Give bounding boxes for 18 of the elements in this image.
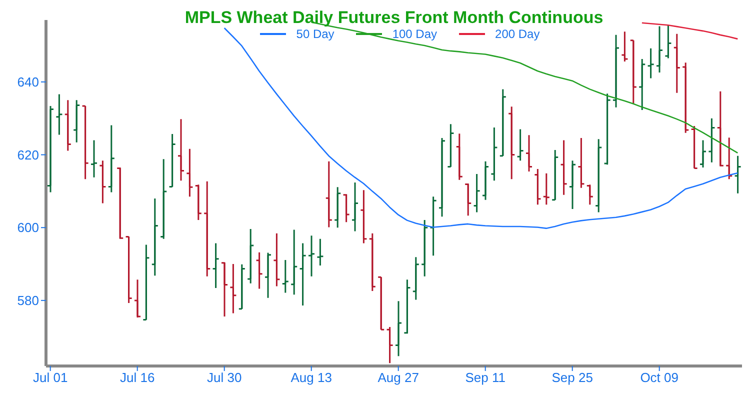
x-tick-label: Jul 16 [120, 370, 155, 386]
legend-label: 50 Day [296, 27, 334, 41]
x-tick-label: Aug 13 [290, 370, 332, 386]
legend-label: 100 Day [392, 27, 438, 41]
y-tick-label: 640 [17, 74, 39, 90]
x-tick-label: Aug 27 [378, 370, 419, 386]
x-tick-label: Oct 09 [640, 370, 678, 386]
y-tick-label: 580 [17, 293, 39, 308]
line-series [641, 22, 738, 40]
chart-title: MPLS Wheat Daily Futures Front Month Continuous [184, 8, 604, 28]
x-tick-label: Sep 11 [465, 370, 506, 386]
x-tick-label: Jul 01 [33, 370, 68, 386]
y-tick-label: 620 [17, 147, 39, 162]
y-tick-label: 600 [17, 220, 39, 236]
x-tick-label: Jul 30 [207, 370, 242, 386]
line-series [224, 27, 738, 229]
x-tick-label: Sep 25 [552, 370, 593, 386]
legend-label: 200 Day [495, 27, 540, 41]
